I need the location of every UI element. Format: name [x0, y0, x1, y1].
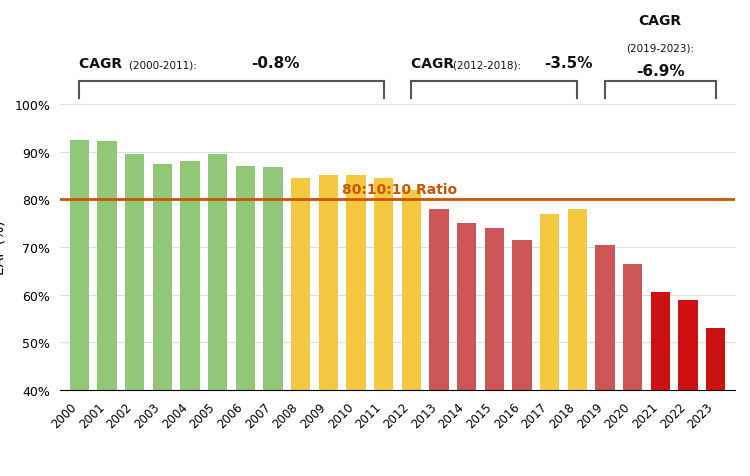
Bar	[650, 293, 670, 476]
Bar	[236, 167, 255, 476]
Bar	[484, 228, 504, 476]
Text: -3.5%: -3.5%	[544, 56, 592, 70]
Bar	[291, 178, 310, 476]
Bar	[346, 176, 366, 476]
Bar	[319, 176, 338, 476]
Bar	[429, 209, 448, 476]
Text: CAGR: CAGR	[80, 57, 128, 70]
Bar	[180, 162, 200, 476]
Text: (2019-2023):: (2019-2023):	[626, 43, 694, 53]
Bar	[70, 140, 89, 476]
Text: (2000-2011):: (2000-2011):	[129, 60, 200, 70]
Text: -6.9%: -6.9%	[636, 64, 685, 79]
Bar	[263, 168, 283, 476]
Bar	[153, 164, 172, 476]
Text: -0.8%: -0.8%	[251, 56, 299, 70]
Bar	[512, 240, 532, 476]
Bar	[678, 300, 698, 476]
Bar	[623, 264, 642, 476]
Bar	[706, 328, 725, 476]
Y-axis label: EAF (%): EAF (%)	[0, 220, 6, 275]
Bar	[540, 214, 560, 476]
Bar	[125, 155, 145, 476]
Bar	[208, 155, 227, 476]
Text: (2012-2018):: (2012-2018):	[453, 60, 524, 70]
Bar	[98, 141, 117, 476]
Bar	[374, 178, 393, 476]
Text: 80:10:10 Ratio: 80:10:10 Ratio	[342, 182, 458, 196]
Bar	[457, 224, 476, 476]
Bar	[568, 209, 587, 476]
Bar	[596, 245, 615, 476]
Text: CAGR: CAGR	[411, 57, 459, 70]
Text: CAGR: CAGR	[639, 14, 682, 28]
Bar	[402, 190, 421, 476]
